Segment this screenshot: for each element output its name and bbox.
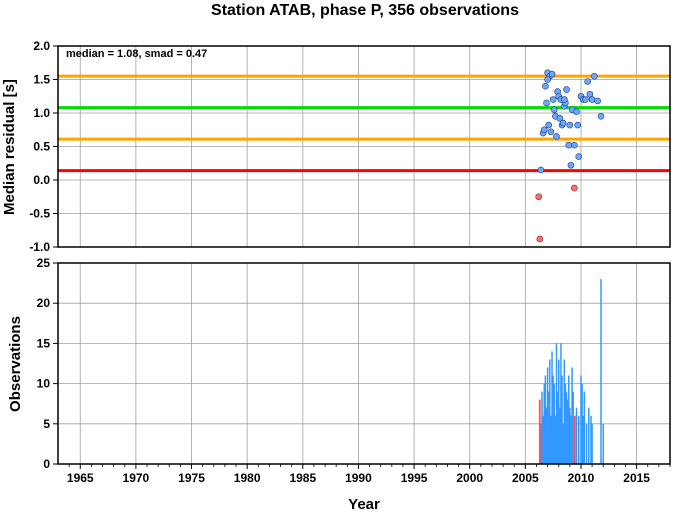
residual-point: [542, 82, 549, 90]
residual-point: [582, 96, 589, 103]
x-tick-label: 1995: [401, 471, 428, 485]
x-tick-label: 1980: [234, 471, 261, 485]
y-tick-label: 15: [37, 336, 51, 350]
residual-point: [537, 166, 545, 174]
reference-lines: [58, 74, 670, 173]
residual-points: [535, 69, 605, 243]
y-tick-label: -1.0: [29, 240, 50, 254]
x-ticks: 1965 1970 1975 1980 1985 1990 1995 2000 2005 2010…: [67, 464, 671, 485]
y-tick-label: 20: [37, 296, 51, 310]
residual-point: [548, 70, 556, 78]
residual-point: [553, 133, 560, 140]
y-tick-label: 1.5: [33, 73, 50, 87]
residual-point: [574, 121, 581, 129]
residual-point: [566, 121, 574, 129]
residual-point: [575, 153, 583, 160]
observations-plot-frame: [57, 262, 671, 465]
y-tick-label: 0.0: [33, 173, 50, 187]
residual-annotation: median = 1.08, smad = 0.47: [66, 48, 207, 60]
chart-title: Station ATAB, phase P, 356 observations: [211, 2, 519, 19]
y-tick-label: 0: [43, 457, 50, 471]
residual-point: [567, 161, 575, 169]
residual-point: [559, 119, 567, 127]
x-tick-label: 2010: [568, 471, 595, 485]
residual-point: [597, 113, 605, 120]
x-axis-label: Year: [348, 496, 380, 511]
x-tick-label: 1970: [123, 471, 150, 485]
x-tick-label: 1985: [289, 471, 316, 485]
y-tick-label: 2.0: [33, 39, 50, 53]
residual-point: [544, 76, 551, 83]
residual-point: [549, 96, 557, 103]
outlier-point: [536, 235, 544, 243]
y-tick-label: -0.5: [29, 207, 50, 221]
observations-panel: 0 5 10 15 20 25 1965 1970 1975 1980 1985 1990 1995 2…: [7, 256, 671, 513]
outlier-point: [535, 193, 542, 201]
x-tick-label: 2005: [512, 471, 539, 485]
x-tick-label: 1975: [178, 471, 205, 485]
residual-panel: -1.0 -0.5 0.0 0.5 1.0 1.5 2.0 median = 1.08, s…: [1, 39, 671, 254]
y-tick-label: 0.5: [33, 140, 50, 154]
residual-point: [588, 96, 596, 103]
observations-y-label: Observations: [7, 316, 24, 412]
residual-point: [573, 108, 580, 115]
residual-point: [547, 128, 555, 136]
residual-y-ticks: -1.0 -0.5 0.0 0.5 1.0 1.5 2.0: [29, 39, 58, 254]
residual-y-label: Median residual [s]: [1, 79, 18, 215]
observations-y-ticks: 0 5 10 15 20 25: [37, 256, 58, 471]
observations-bars: [538, 279, 604, 464]
y-tick-label: 5: [43, 417, 50, 431]
outlier-point: [571, 184, 578, 192]
residual-point: [594, 97, 601, 105]
residual-point: [543, 99, 550, 107]
y-tick-label: 1.0: [33, 106, 50, 120]
residual-point: [545, 121, 553, 129]
residual-point: [556, 115, 564, 122]
residual-point: [571, 141, 578, 149]
x-tick-label: 2015: [623, 471, 650, 485]
residual-point: [560, 96, 568, 103]
x-tick-label: 1990: [345, 471, 372, 485]
residual-point: [540, 126, 548, 134]
x-tick-label: 2000: [456, 471, 483, 485]
residual-point: [591, 72, 598, 80]
residual-point: [563, 86, 570, 93]
y-tick-label: 25: [37, 256, 51, 270]
y-tick-label: 10: [37, 377, 51, 391]
residual-point: [565, 141, 573, 149]
x-tick-label: 1965: [67, 471, 94, 485]
residual-point: [550, 106, 558, 113]
residual-point: [584, 78, 591, 85]
